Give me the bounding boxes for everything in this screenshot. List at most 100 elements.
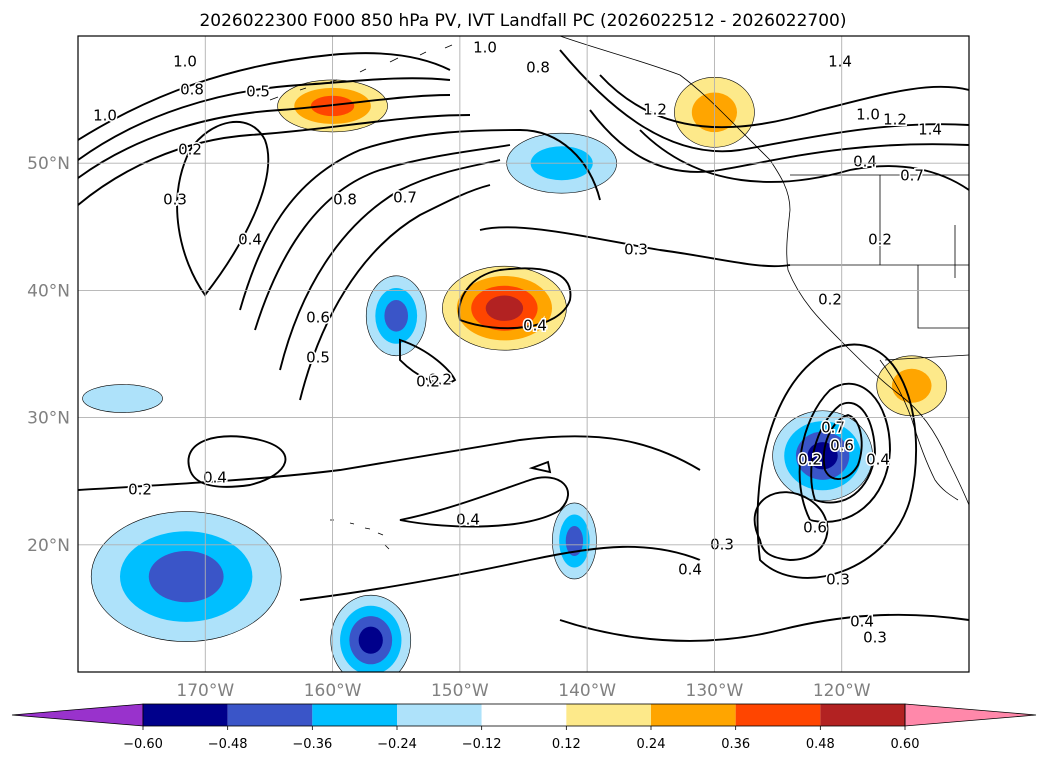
- hawaiian-islands: [330, 519, 390, 550]
- colorbar: [11, 703, 1037, 727]
- pv-contour-ridge-4: [78, 114, 471, 206]
- contour-label: 0.5: [246, 83, 270, 101]
- pv-contour-south-1: [78, 435, 701, 491]
- colorbar-segment: [312, 704, 397, 726]
- contour-label: 0.3: [163, 191, 187, 209]
- ivt-pc-low-31n-176w: [82, 384, 163, 413]
- contour-label: 0.4: [238, 231, 262, 249]
- plot-frame: [77, 35, 970, 673]
- contour-label: 0.3: [826, 571, 850, 589]
- ivt-pc-low-12n-157w-level-4: [358, 626, 383, 654]
- pv-contour-ridge-1: [78, 52, 451, 141]
- ivt-pc-low-17n-170w: [90, 511, 282, 642]
- contour-label: 1.2: [643, 101, 667, 119]
- colorbar-segment: [820, 704, 905, 726]
- colorbar-segment: [651, 704, 736, 726]
- colorbar-tick-label: −0.48: [208, 737, 248, 752]
- contour-label: 0.2: [428, 371, 452, 389]
- pv-contour-ne-4: [599, 74, 969, 129]
- colorbar-tick-label: 0.36: [721, 737, 750, 752]
- lon-tick-label: 150°W: [431, 681, 489, 701]
- colorbar-tick-label: 0.48: [806, 737, 835, 752]
- contour-label: 0.2: [798, 451, 822, 469]
- baja-coastline: [879, 359, 959, 501]
- contour-label: 1.0: [93, 107, 117, 125]
- pv-contour-trough-4: [299, 184, 491, 401]
- pv-contour-south-2: [187, 435, 287, 488]
- pv-contour-trough-2: [254, 144, 511, 331]
- colorbar-tick-label: −0.36: [292, 737, 332, 752]
- contour-label: 0.8: [526, 59, 550, 77]
- lon-tick-label: 140°W: [558, 681, 616, 701]
- contour-label: 0.7: [821, 419, 845, 437]
- aleutian-islands: [269, 44, 453, 101]
- pv-contour-mid-0.4: [458, 267, 572, 330]
- graticule: [78, 36, 969, 672]
- us-mexico-border: [884, 354, 969, 361]
- contour-label: 1.0: [473, 39, 497, 57]
- pv-contour-small-cell: [528, 460, 552, 474]
- colorbar-tick-label: −0.12: [462, 737, 502, 752]
- contour-label: 1.0: [173, 53, 197, 71]
- colorbar-segment: [735, 704, 821, 726]
- contour-label: 0.8: [333, 191, 357, 209]
- ivt-pc-low-21n-141w: [552, 502, 597, 580]
- pv-contour-layer: [78, 49, 969, 642]
- colorbar-segment: [566, 704, 651, 726]
- contour-label: 1.4: [918, 121, 942, 139]
- contour-label: 0.5: [306, 349, 330, 367]
- pv-contour-ne-2: [559, 49, 969, 153]
- contour-label: 1.0: [856, 106, 880, 124]
- ivt-pc-low-21n-141w-level-3: [565, 525, 584, 556]
- colorbar-extend-min: [11, 703, 144, 727]
- chart-title: 2026022300 F000 850 hPa PV, IVT Landfall…: [199, 11, 846, 31]
- coastline-layer: [269, 36, 969, 550]
- pv-contour-ne-3: [639, 129, 969, 191]
- contour-label: 0.2: [128, 481, 152, 499]
- colorbar-segment: [397, 704, 482, 726]
- pv-contour-sw-0.6: [753, 491, 829, 561]
- north-america-coastline: [559, 36, 969, 506]
- lat-tick-label: 50°N: [27, 154, 70, 174]
- lon-tick-label: 170°W: [176, 681, 234, 701]
- contour-label: 0.4: [523, 317, 547, 335]
- pv-contour-ridge-2: [78, 77, 451, 161]
- ivt-pc-low-38n-155w: [365, 275, 427, 357]
- ivt-pc-high-baja: [876, 355, 948, 417]
- pv-contour-0.2-east: [399, 338, 457, 385]
- pv-contour-trough-3: [279, 159, 501, 371]
- contour-label: 0.8: [180, 81, 204, 99]
- pv-contour-south-4: [299, 545, 701, 601]
- contour-label: 1.4: [828, 53, 852, 71]
- contour-label: 0.4: [203, 469, 227, 487]
- contour-label: 0.4: [850, 613, 874, 631]
- contour-label: 0.4: [853, 153, 877, 171]
- contour-label-layer: 1.0 0.8 0.5 1.0 0.2 0.3 0.4 0.8 0.7 0.6 0.5 0.3 0.4 0…: [92, 37, 944, 648]
- pv-contour-ne-1: [589, 109, 969, 173]
- ivt-pc-low-38n-155w-level-3: [384, 300, 409, 332]
- colorbar-segment: [481, 704, 567, 726]
- ivt-pc-high-40n-146w-level-4: [485, 295, 524, 321]
- pv-contour-0.3: [479, 226, 791, 268]
- colorbar-frame: [142, 703, 906, 727]
- contour-label: 0.2: [868, 231, 892, 249]
- colorbar-tick-label: 0.12: [552, 737, 581, 752]
- lat-tick-label: 40°N: [27, 281, 70, 301]
- pv-contour-ridge-3: [78, 94, 451, 179]
- lat-tick-label: 20°N: [27, 536, 70, 556]
- lon-tick-label: 160°W: [304, 681, 362, 701]
- colorbar-tick-label: 0.60: [891, 737, 920, 752]
- contour-label: 0.4: [456, 511, 480, 529]
- contour-label: 0.3: [624, 241, 648, 259]
- contour-label: 1.2: [883, 111, 907, 129]
- pv-contour-south-3: [399, 476, 569, 528]
- contour-label: 0.6: [306, 309, 330, 327]
- latitude-tick-labels: 20°N 30°N 40°N 50°N: [27, 154, 70, 556]
- contour-label: 0.6: [803, 519, 827, 537]
- contour-label: 0.4: [678, 561, 702, 579]
- pv-contour-trough-1: [239, 129, 601, 311]
- contour-label: 0.2: [178, 141, 202, 159]
- colorbar-segment: [143, 704, 228, 726]
- pv-contour-coastal-ring-1: [798, 382, 891, 523]
